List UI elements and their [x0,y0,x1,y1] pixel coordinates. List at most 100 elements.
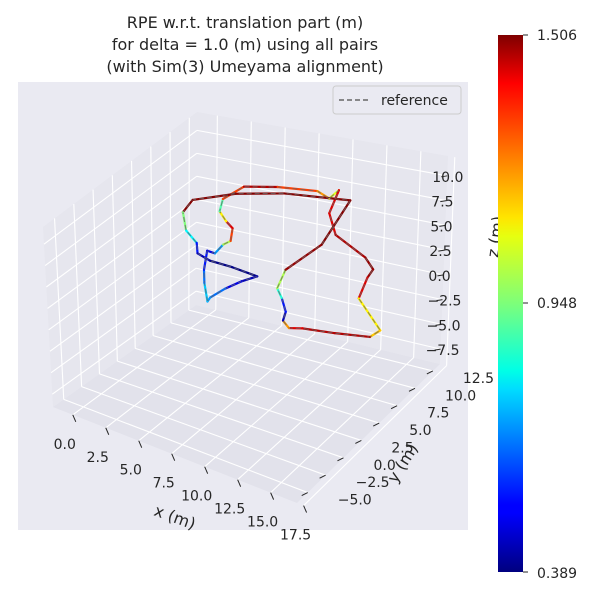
trajectory-point [218,210,221,212]
trajectory-point [256,275,258,277]
trajectory-point [372,268,374,270]
grid-line-z [196,129,448,177]
colorbar-label-min: 0.389 [537,566,577,582]
grid-line-z [46,175,197,288]
grid-line-y [92,189,101,374]
floor-pane [53,305,440,503]
grid-line-x [72,309,217,416]
y-tick-mark [319,474,326,479]
y-tick-mark [337,457,344,462]
grid-line-z [195,290,441,350]
axis-ticks: 0.02.55.07.510.012.515.017.5−5.0−2.50.02… [54,170,494,544]
trajectory-point [358,297,360,300]
grid-line-y [188,309,433,372]
trajectory-point [235,193,237,195]
trajectory-point [240,280,243,282]
trajectory-point [281,297,283,299]
colorbar-label-mid: 0.948 [537,296,577,312]
y-tick-label: −2.5 [356,475,390,491]
grid-line-x [138,325,283,442]
trajectory-point [203,282,205,284]
trajectory-point [222,198,224,200]
z-tick-mark [436,299,443,302]
grid-line-x [248,121,252,318]
z-tick-label: 7.5 [431,195,453,211]
grid-line-z [196,267,442,325]
grid-line-x [380,145,388,350]
grid-line-z [43,129,198,245]
y-tick-mark [390,405,398,410]
grid-line-y [73,203,83,387]
trajectory-point [185,229,187,232]
trajectory-point [196,242,198,244]
colorbar: 1.506 0.948 0.389 [498,28,577,582]
trajectory-point [231,266,233,268]
grid-line-x [281,127,286,326]
grid-line-z [44,152,198,267]
y-tick-label: 5.0 [409,423,431,439]
colorbar-label-max: 1.506 [537,28,577,44]
z-tick-mark [434,348,441,351]
legend-box [332,85,462,115]
y-tick-label: 2.5 [391,440,413,456]
trajectory-point [379,329,381,332]
grid-line-z [196,175,446,226]
trajectory-point [224,287,226,290]
x-tick-label: 5.0 [120,463,142,479]
x-tick-label: 0.0 [54,437,76,453]
trajectory-point [283,192,285,195]
trajectory-point [335,234,337,236]
grid-lines [43,115,456,506]
z-tick-label: −7.5 [426,343,460,359]
grid-line-x [347,139,354,342]
y-tick-mark [408,387,416,392]
z-tick-label: 10.0 [432,170,463,186]
grid-line-x [105,317,250,429]
z-tick-mark [439,224,446,227]
trajectory-point [284,269,287,271]
trajectory-point [334,332,336,334]
grid-line-x [303,365,447,506]
y-tick-mark [301,492,308,497]
grid-line-x [237,349,382,481]
trajectory-point [276,287,278,289]
grid-line-z [51,290,197,395]
x-tick-mark [303,505,308,513]
grid-line-z [49,244,197,352]
z-tick-mark [440,200,447,203]
grid-line-z [196,221,444,276]
x-tick-label: 7.5 [153,476,175,492]
trajectory-point [209,260,211,262]
grid-line-z [196,152,447,202]
grid-line-y [150,146,154,336]
z-tick-label: 5.0 [430,219,452,235]
grid-line-y [111,175,118,362]
grid-line-x [270,357,414,494]
grid-line-z [196,244,443,301]
x-tick-label: 2.5 [87,450,109,466]
x-tick-mark [204,466,209,474]
z-tick-label: −2.5 [427,294,461,310]
x-tick-mark [171,453,176,461]
trajectory-point [203,269,205,271]
left-back-pane [43,112,197,407]
y-tick-mark [426,370,434,375]
y-tick-label: 0.0 [373,458,395,474]
y-tick-label: −5.0 [338,493,372,509]
trajectory-point [282,320,284,322]
trajectory-point [192,199,194,201]
trajectory-point [243,186,245,188]
title-line-2: for delta = 1.0 (m) using all pairs [112,35,378,54]
trajectory-point [328,197,330,200]
grid-line-x [171,333,316,455]
trajectory-point [301,327,304,329]
trajectory-point [225,220,227,222]
trajectory [181,185,382,339]
x-tick-label: 12.5 [214,502,245,518]
y-tick-mark [355,440,362,444]
trajectory-point [277,186,279,188]
trajectory-point [230,240,232,242]
grid-line-z [50,267,197,374]
grid-line-x [413,151,422,358]
trajectory-point [206,250,208,252]
